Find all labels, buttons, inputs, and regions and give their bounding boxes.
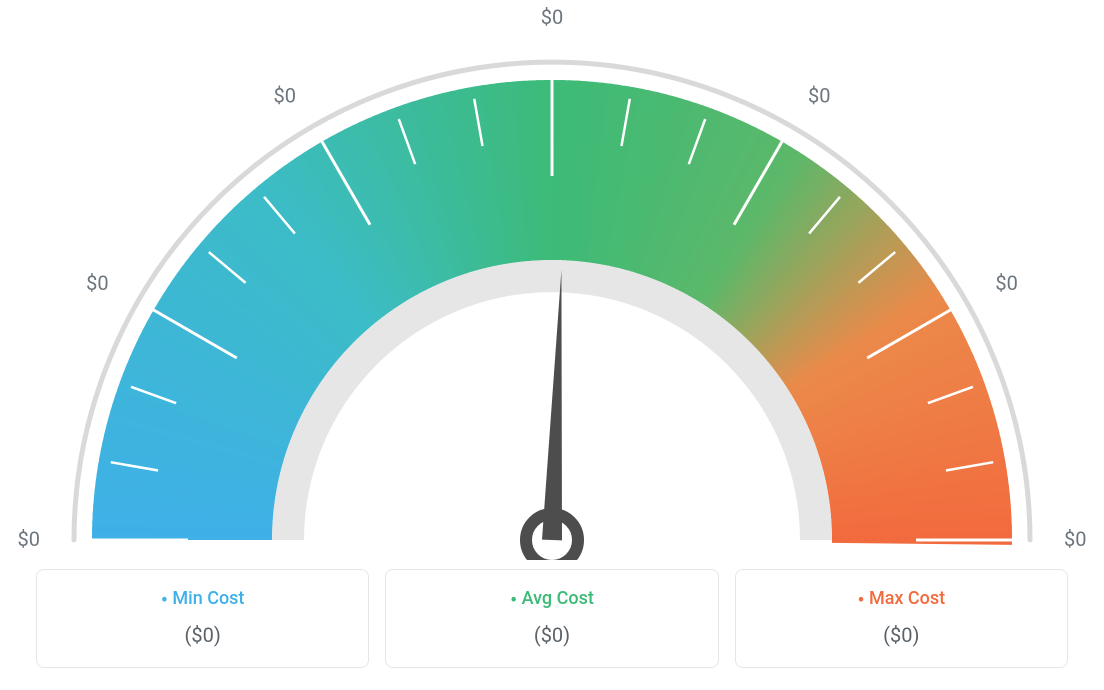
legend-label-max: • Max Cost — [748, 588, 1055, 609]
legend-label-avg: • Avg Cost — [398, 588, 705, 609]
legend-value-avg: ($0) — [398, 623, 705, 647]
cost-gauge: $0 $0 $0 $0 $0 $0 $0 — [0, 0, 1104, 560]
legend-card-min: • Min Cost ($0) — [36, 569, 369, 668]
legend-card-max: • Max Cost ($0) — [735, 569, 1068, 668]
legend-value-min: ($0) — [49, 623, 356, 647]
bullet-icon: • — [510, 587, 517, 611]
legend-text: Avg Cost — [522, 588, 594, 609]
legend-text: Max Cost — [869, 588, 945, 609]
bullet-icon: • — [857, 587, 864, 611]
legend-card-avg: • Avg Cost ($0) — [385, 569, 718, 668]
legend-value-max: ($0) — [748, 623, 1055, 647]
tick-label: $0 — [541, 5, 563, 29]
tick-label: $0 — [86, 271, 108, 295]
legend-label-min: • Min Cost — [49, 588, 356, 609]
tick-label: $0 — [274, 84, 296, 108]
tick-label: $0 — [808, 84, 830, 108]
tick-label: $0 — [1064, 527, 1086, 551]
legend-row: • Min Cost ($0) • Avg Cost ($0) • Max Co… — [36, 569, 1068, 668]
gauge-svg: $0 $0 $0 $0 $0 $0 $0 — [0, 0, 1104, 560]
tick-label: $0 — [18, 527, 40, 551]
tick-label: $0 — [995, 271, 1017, 295]
bullet-icon: • — [161, 587, 168, 611]
legend-text: Min Cost — [172, 588, 244, 609]
gauge-needle — [526, 270, 578, 560]
